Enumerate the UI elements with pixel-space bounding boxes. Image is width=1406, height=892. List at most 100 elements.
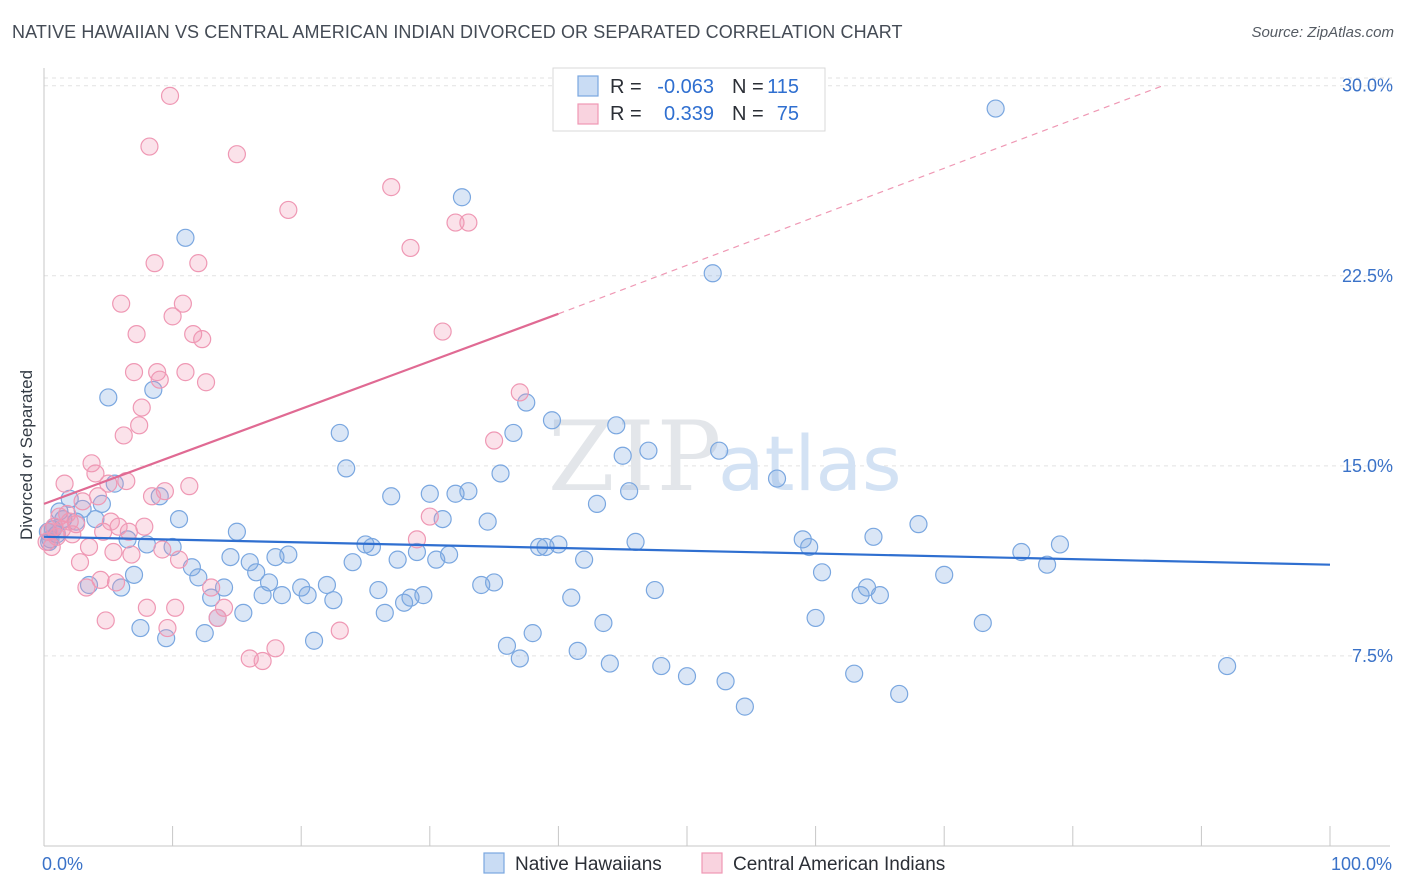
point-native-hawaiian — [1012, 542, 1031, 562]
point-central-american-indian — [88, 487, 108, 506]
point-central-american-indian — [127, 324, 146, 344]
y-axis-label: Divorced or Separated — [17, 370, 36, 540]
point-central-american-indian — [180, 477, 199, 496]
point-native-hawaiian — [195, 624, 214, 643]
point-central-american-indian — [86, 464, 105, 483]
series-legend: Native Hawaiians Central American Indian… — [483, 852, 945, 875]
legend-n-value-2: 75 — [777, 103, 799, 125]
point-native-hawaiian — [414, 586, 433, 605]
point-central-american-indian — [401, 238, 420, 258]
y-tick-labels: 7.5% 15.0% 22.5% 30.0% — [1342, 76, 1393, 666]
point-central-american-indian — [130, 416, 149, 435]
point-native-hawaiian — [227, 522, 246, 541]
point-native-hawaiian — [272, 586, 292, 605]
x-tick-label-0: 0.0% — [42, 854, 83, 874]
point-central-american-indian — [82, 454, 101, 473]
point-native-hawaiian — [986, 99, 1005, 118]
point-native-hawaiian — [144, 380, 163, 399]
point-native-hawaiian — [420, 484, 439, 503]
point-central-american-indian — [114, 426, 133, 445]
point-native-hawaiian — [1037, 555, 1057, 574]
point-native-hawaiian — [510, 649, 529, 668]
point-central-american-indian — [91, 570, 110, 590]
point-native-hawaiian — [234, 603, 253, 622]
point-native-hawaiian — [298, 586, 317, 605]
point-native-hawaiian — [973, 613, 992, 633]
point-native-hawaiian — [202, 588, 221, 607]
point-native-hawaiian — [169, 509, 189, 529]
point-native-hawaiian — [439, 545, 459, 564]
x-tick-label-100: 100.0% — [1331, 854, 1392, 874]
point-native-hawaiian — [812, 563, 832, 582]
watermark-atlas: atlas — [718, 419, 902, 508]
point-native-hawaiian — [240, 553, 259, 572]
bottom-legend-label-pink: Central American Indians — [733, 854, 945, 875]
correlation-legend: R = -0.063 N = 115 R = 0.339 N = 75 — [552, 67, 826, 132]
y-tick-label: 7.5% — [1352, 646, 1393, 666]
point-central-american-indian — [253, 651, 272, 671]
point-native-hawaiian — [189, 568, 208, 587]
trend-lines — [43, 85, 1331, 566]
point-native-hawaiian — [292, 578, 311, 597]
point-native-hawaiian — [767, 469, 787, 488]
point-native-hawaiian — [478, 512, 497, 531]
point-native-hawaiian — [870, 586, 890, 605]
point-central-american-indian — [163, 307, 182, 326]
point-central-american-indian — [155, 482, 174, 501]
y-tick-label: 15.0% — [1342, 456, 1393, 476]
point-native-hawaiian — [645, 580, 664, 600]
point-native-hawaiian — [382, 487, 401, 506]
point-central-american-indian — [485, 431, 504, 450]
point-central-american-indian — [173, 294, 192, 313]
point-native-hawaiian — [793, 530, 812, 549]
point-native-hawaiian — [221, 548, 240, 567]
watermark: ZIP atlas — [548, 401, 902, 513]
point-central-american-indian — [407, 530, 427, 549]
legend-n-value-1: 115 — [767, 76, 799, 98]
point-central-american-indian — [459, 213, 478, 232]
point-central-american-indian — [150, 370, 169, 389]
legend-r-value-2: 0.339 — [664, 103, 714, 125]
point-central-american-indian — [176, 363, 195, 382]
point-native-hawaiian — [639, 441, 658, 460]
point-native-hawaiian — [343, 553, 362, 572]
point-native-hawaiian — [304, 631, 324, 650]
point-native-hawaiian — [407, 542, 427, 562]
legend-r-label-1: R = — [610, 76, 642, 98]
point-central-american-indian — [135, 517, 154, 536]
point-native-hawaiian — [375, 603, 394, 622]
point-native-hawaiian — [79, 575, 99, 595]
point-central-american-indian — [266, 639, 285, 658]
point-native-hawaiian — [324, 591, 343, 610]
x-ticks — [43, 826, 1331, 846]
legend-r-label-2: R = — [610, 103, 642, 125]
point-central-american-indian — [160, 86, 180, 105]
point-native-hawaiian — [935, 565, 954, 584]
point-central-american-indian — [382, 178, 401, 197]
point-central-american-indian — [510, 383, 529, 402]
point-central-american-indian — [189, 254, 208, 273]
point-central-american-indian — [166, 598, 185, 617]
point-central-american-indian — [67, 515, 86, 534]
point-native-hawaiian — [362, 537, 382, 557]
point-native-hawaiian — [452, 188, 472, 207]
point-native-hawaiian — [542, 411, 562, 430]
point-native-hawaiian — [388, 550, 407, 569]
point-native-hawaiian — [124, 565, 144, 584]
legend-swatch-pink — [577, 103, 599, 125]
point-central-american-indian — [137, 598, 156, 617]
point-native-hawaiian — [575, 550, 594, 569]
watermark-zip: ZIP — [548, 401, 723, 513]
point-central-american-indian — [214, 598, 234, 617]
point-native-hawaiian — [497, 636, 517, 655]
point-native-hawaiian — [517, 393, 536, 412]
point-central-american-indian — [227, 145, 246, 164]
point-native-hawaiian — [279, 545, 298, 564]
point-central-american-indian — [140, 137, 159, 156]
point-native-hawaiian — [800, 537, 819, 557]
point-native-hawaiian — [1050, 535, 1070, 554]
point-central-american-indian — [55, 474, 74, 493]
source-label: Source: ZipAtlas.com — [1251, 24, 1394, 41]
point-central-american-indian — [446, 213, 465, 232]
